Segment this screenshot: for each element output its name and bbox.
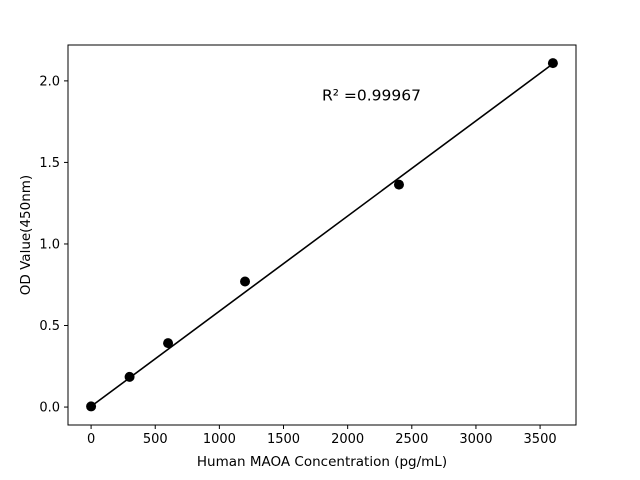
x-tick-label: 3500 [524, 432, 557, 447]
y-tick-label: 1.5 [39, 156, 60, 171]
plot-area: 0 500 1000 1500 2000 2500 3000 3500 0.0 0.5 1.0 1.5… [39, 44, 577, 447]
x-tick-label: 1500 [267, 432, 300, 447]
y-tick-label: 1.0 [39, 237, 60, 252]
x-tick-label: 2000 [331, 432, 364, 447]
x-tick-label: 500 [143, 432, 168, 447]
y-tick-label: 0.5 [39, 319, 60, 334]
fit-line [90, 63, 554, 408]
x-tick-label: 3000 [459, 432, 492, 447]
r-squared-annotation: R² =0.99967 [322, 86, 421, 104]
x-tick-label: 2500 [395, 432, 428, 447]
y-tick-label: 2.0 [39, 74, 60, 89]
x-tick-label: 0 [87, 432, 95, 447]
x-tick-label: 1000 [203, 432, 236, 447]
y-tick-label: 0.0 [39, 401, 60, 416]
plot-border [67, 44, 577, 426]
data-point [124, 371, 135, 382]
data-point [393, 179, 404, 190]
data-point [86, 401, 97, 412]
data-point [547, 58, 558, 69]
x-axis-label: Human MAOA Concentration (pg/mL) [197, 454, 447, 470]
data-point [240, 276, 251, 287]
data-point [163, 338, 174, 349]
y-axis-label: OD Value(450nm) [18, 175, 34, 295]
